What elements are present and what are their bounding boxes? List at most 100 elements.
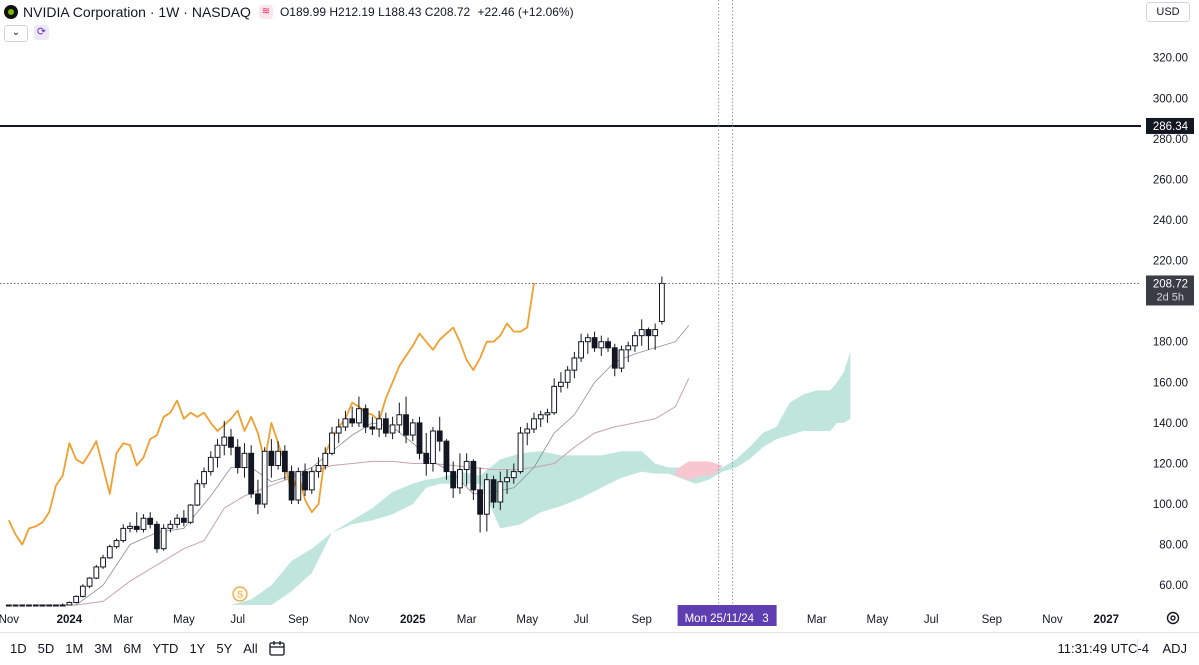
candle[interactable] [618, 345, 625, 373]
candle[interactable] [463, 453, 470, 486]
settings-gear-icon[interactable] [1165, 610, 1181, 626]
candle[interactable] [416, 416, 423, 460]
candle[interactable] [86, 577, 93, 589]
indicator-badge-icon[interactable]: ≋ [258, 5, 273, 19]
candle[interactable] [349, 406, 356, 427]
candle[interactable] [19, 604, 26, 607]
candle[interactable] [578, 333, 585, 363]
candle[interactable] [302, 463, 308, 496]
candle[interactable] [93, 564, 100, 580]
candle[interactable] [329, 426, 335, 456]
symbol-title[interactable]: NVIDIA Corporation · 1W · NASDAQ [23, 4, 251, 20]
calendar-range-icon[interactable] [268, 639, 286, 657]
candle[interactable] [106, 544, 113, 559]
candle[interactable] [591, 331, 598, 352]
candle[interactable] [605, 337, 611, 352]
candle[interactable] [517, 426, 524, 474]
candle[interactable] [281, 445, 288, 480]
candle[interactable] [490, 475, 497, 509]
candle[interactable] [335, 418, 342, 444]
candle[interactable] [59, 603, 66, 607]
sync-icon[interactable]: ⟳ [34, 25, 49, 40]
candle[interactable] [443, 439, 450, 480]
candle[interactable] [483, 473, 490, 532]
candle[interactable] [558, 372, 564, 393]
candle[interactable] [524, 422, 531, 446]
candle[interactable] [584, 333, 591, 354]
candle[interactable] [645, 327, 652, 350]
candle[interactable] [221, 420, 228, 456]
candle[interactable] [32, 604, 39, 607]
range-all[interactable]: All [243, 641, 258, 656]
candle[interactable] [564, 366, 571, 389]
candle[interactable] [12, 604, 19, 607]
candle[interactable] [430, 426, 436, 472]
range-1d[interactable]: 1D [10, 641, 27, 656]
candle[interactable] [497, 471, 504, 511]
candle[interactable] [288, 465, 295, 505]
candle[interactable] [470, 459, 477, 500]
candle[interactable] [201, 467, 207, 488]
candle[interactable] [571, 351, 578, 379]
candle[interactable] [544, 408, 551, 423]
candle[interactable] [160, 524, 167, 551]
candle[interactable] [255, 479, 261, 515]
adj-toggle[interactable]: ADJ [1162, 641, 1187, 656]
candle[interactable] [322, 447, 329, 470]
candle[interactable] [194, 479, 201, 507]
candle[interactable] [396, 402, 403, 434]
candle[interactable] [531, 412, 537, 434]
candle[interactable] [477, 467, 484, 533]
candle[interactable] [26, 604, 32, 607]
candle[interactable] [389, 416, 396, 440]
candle[interactable] [625, 341, 632, 363]
candle[interactable] [611, 343, 618, 377]
candle[interactable] [154, 521, 160, 553]
range-3m[interactable]: 3M [94, 641, 113, 656]
candle[interactable] [228, 428, 234, 456]
range-6m[interactable]: 6M [123, 641, 142, 656]
candle[interactable] [79, 584, 86, 598]
candle[interactable] [46, 604, 53, 607]
candle[interactable] [315, 457, 322, 478]
candle[interactable] [100, 554, 106, 569]
candle[interactable] [362, 404, 369, 434]
candle[interactable] [120, 524, 127, 543]
candle[interactable] [248, 445, 255, 498]
horizontal-line-price-tag[interactable] [1146, 117, 1194, 134]
candle[interactable] [174, 514, 181, 529]
chevron-down-icon[interactable]: ⌄ [4, 25, 28, 42]
candle[interactable] [450, 461, 457, 498]
candle[interactable] [268, 439, 275, 478]
range-5y[interactable]: 5Y [216, 641, 233, 656]
candle[interactable] [382, 412, 389, 438]
candle[interactable] [652, 323, 659, 350]
candle[interactable] [234, 439, 241, 474]
candle[interactable] [423, 433, 430, 476]
candle[interactable] [510, 463, 517, 484]
candle[interactable] [39, 604, 46, 607]
candle[interactable] [537, 410, 544, 427]
candle[interactable] [113, 538, 120, 549]
candle[interactable] [295, 467, 302, 505]
candle[interactable] [409, 418, 416, 442]
range-1y[interactable]: 1Y [189, 641, 206, 656]
candle[interactable] [551, 378, 558, 415]
currency-selector[interactable]: USD [1146, 2, 1190, 22]
candle[interactable] [133, 512, 140, 533]
candle[interactable] [66, 601, 73, 606]
candle[interactable] [436, 416, 443, 452]
candle[interactable] [403, 396, 409, 444]
candle[interactable] [140, 514, 147, 533]
candle[interactable] [376, 410, 383, 438]
candle[interactable] [308, 467, 315, 494]
clock-timezone[interactable]: 11:31:49 UTC-4 [1057, 641, 1149, 656]
candle[interactable] [5, 604, 12, 607]
dividend-marker[interactable] [232, 586, 248, 602]
candle[interactable] [261, 447, 268, 509]
candle[interactable] [356, 396, 362, 427]
candle[interactable] [214, 439, 221, 468]
candle[interactable] [73, 595, 80, 604]
candle[interactable] [180, 510, 187, 527]
